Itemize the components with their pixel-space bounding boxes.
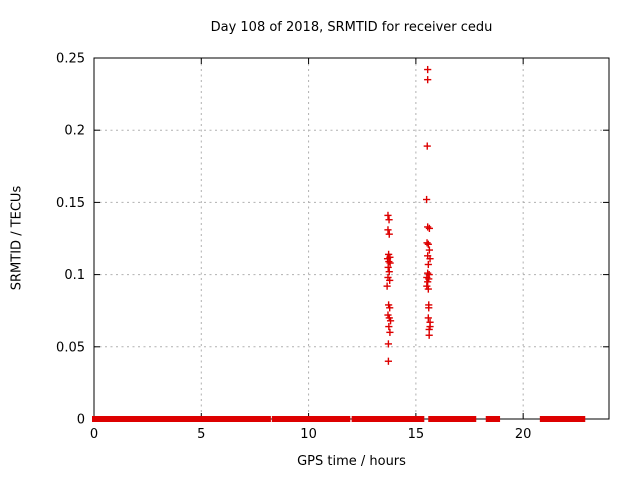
svg-text:0: 0 <box>77 413 85 428</box>
svg-text:0.05: 0.05 <box>56 340 85 355</box>
baseline-series <box>92 416 586 422</box>
x-axis-label: GPS time / hours <box>297 454 406 469</box>
svg-text:0: 0 <box>90 427 98 442</box>
svg-text:0.15: 0.15 <box>56 196 85 211</box>
svg-text:5: 5 <box>197 427 205 442</box>
grid-lines <box>94 57 609 419</box>
axis-ticks <box>93 57 609 420</box>
svg-text:15: 15 <box>408 427 425 442</box>
plot-border <box>93 57 610 420</box>
tid-points-series <box>383 65 434 365</box>
svg-text:0.2: 0.2 <box>64 124 85 139</box>
chart-title: Day 108 of 2018, SRMTID for receiver ced… <box>210 20 493 35</box>
svg-text:0.25: 0.25 <box>56 52 85 67</box>
svg-text:10: 10 <box>300 427 317 442</box>
svg-text:0.1: 0.1 <box>64 268 85 283</box>
tick-labels: 0 5 10 15 20 0 0.05 0.1 0.15 0.2 0.25 <box>56 52 531 443</box>
svg-text:20: 20 <box>515 427 532 442</box>
